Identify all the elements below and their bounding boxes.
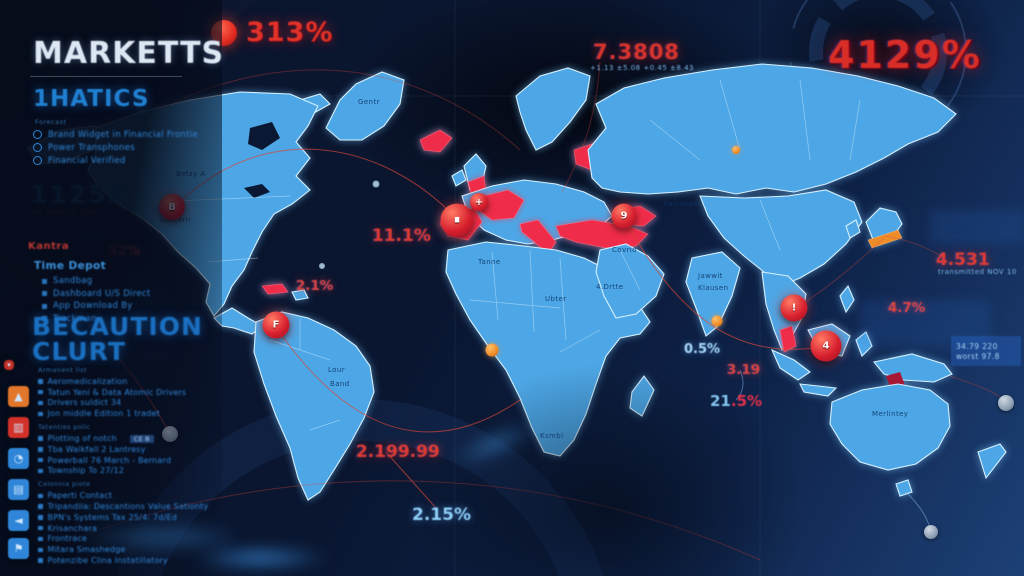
- header-bullet-item[interactable]: Financial Verified: [33, 154, 198, 167]
- list-item[interactable]: Plotting of notch CE B: [38, 433, 218, 444]
- gray-dot: [924, 525, 938, 539]
- list-item[interactable]: BPN's Systems Tax 25/4: 7d/Ed: [38, 512, 218, 523]
- header-bullet-item[interactable]: Brand Widget in Financial Frontie: [33, 128, 198, 141]
- list-item[interactable]: Jon middle Edition 1 tradet: [38, 408, 218, 419]
- chart-icon[interactable]: ▥: [8, 417, 29, 438]
- gray-dot: [998, 395, 1014, 411]
- app-title: MARKETTS: [33, 36, 225, 71]
- list-item[interactable]: Township To 27/12: [38, 466, 218, 477]
- bullet-label: Brand Widget in Financial Frontie: [48, 129, 199, 140]
- item-badge: CE B: [129, 434, 154, 443]
- info-box[interactable]: 34.79 220 worst 97.8: [951, 336, 1021, 366]
- app-subtitle: 1HATICS: [33, 86, 150, 112]
- bullet-label: Power Transphones: [48, 142, 135, 153]
- list-item[interactable]: Aeromedicalization: [38, 376, 218, 387]
- map-pin[interactable]: 4: [810, 330, 842, 362]
- menu-item[interactable]: Sandbag: [42, 275, 150, 288]
- tick-icon[interactable]: ▾: [4, 360, 14, 370]
- flag-icon[interactable]: ⚑: [8, 538, 29, 559]
- list-item[interactable]: Tripandila: Descantions Value Sationty: [38, 501, 218, 512]
- menu-item[interactable]: Trackman: [42, 313, 150, 326]
- section-title: BECAUTION CLURT: [32, 314, 203, 364]
- section-title-line2: CLURT: [32, 337, 126, 366]
- list-item[interactable]: Mitara Smashedge: [38, 544, 218, 555]
- alert-label: Kantra: [28, 241, 70, 252]
- group-header: Armanent list: [38, 366, 87, 374]
- orange-dot: [711, 315, 723, 327]
- icon-rail: ▾ ▲ ▥ ◔ ▤ ◄ ⚑: [0, 0, 40, 576]
- title-divider: [30, 76, 182, 77]
- list-item[interactable]: Frontrace: [38, 534, 218, 545]
- header-bullet-item[interactable]: Power Transphones: [33, 141, 198, 154]
- group1-title: Time Depot: [34, 260, 107, 272]
- map-pin[interactable]: !: [780, 294, 808, 322]
- white-dot: [319, 263, 325, 269]
- info-box-line1: 34.79 220: [956, 341, 998, 351]
- list-group: Colonnia piote Paperti Contact Tripandila:…: [38, 480, 218, 566]
- map-pin[interactable]: F: [262, 311, 290, 339]
- list-item[interactable]: Tba Walkfall 2 Lantresy: [38, 444, 218, 455]
- white-dot: [372, 180, 380, 188]
- info-box-line2: worst 97.8: [956, 351, 1000, 361]
- list-item[interactable]: Paperti Contact: [38, 490, 218, 501]
- menu-item[interactable]: App Download By: [42, 300, 150, 313]
- map-pin[interactable]: 9: [611, 203, 637, 229]
- gallery-icon[interactable]: ▤: [8, 479, 29, 500]
- list-group: Armanent list Aeromedicalization Tatun Yen…: [38, 366, 218, 419]
- map-pin[interactable]: ∎: [440, 203, 474, 237]
- list-item[interactable]: Krisanchara: [38, 523, 218, 534]
- menu-item[interactable]: Dashboard U/S Direct: [42, 288, 150, 301]
- subtitle-kicker: Forecast: [35, 118, 67, 126]
- globe-icon[interactable]: ◔: [8, 448, 29, 469]
- section-title-line1: BECAUTION: [32, 312, 203, 341]
- header-bullet-list: Brand Widget in Financial Frontie Power T…: [33, 128, 198, 167]
- target-icon: [33, 130, 42, 139]
- check-icon: [33, 156, 42, 165]
- orange-dot: [732, 146, 740, 154]
- list-item[interactable]: Tatun Yeni & Data Atomic Drivers: [38, 387, 218, 398]
- dark-vignette: [330, 300, 890, 576]
- group-header: Colonnia piote: [38, 480, 91, 489]
- list-item[interactable]: Powerball 76 March - Bernard: [38, 455, 218, 466]
- sidebar: MARKETTS 1HATICS Forecast Brand Widget i…: [0, 0, 225, 576]
- list-item[interactable]: Drivers suldict 34: [38, 398, 218, 409]
- bullet-label: Financial Verified: [48, 155, 126, 166]
- light-pane: [930, 210, 1024, 244]
- list-item[interactable]: Potenzibe Clina Instatillatory: [38, 555, 218, 566]
- person-icon: [33, 143, 42, 152]
- orange-dot: [485, 343, 499, 357]
- list-group: Tatenties polic Plotting of notch CE B Tba …: [38, 423, 218, 476]
- group-header: Tatenties polic: [38, 423, 91, 432]
- flame-icon[interactable]: ▲: [8, 386, 29, 407]
- send-icon[interactable]: ◄: [8, 510, 29, 531]
- group1-list: Sandbag Dashboard U/S Direct App Download …: [42, 275, 150, 325]
- section-groups: Armanent list Aeromedicalization Tatun Yen…: [38, 362, 218, 566]
- map-pin[interactable]: +: [470, 193, 488, 211]
